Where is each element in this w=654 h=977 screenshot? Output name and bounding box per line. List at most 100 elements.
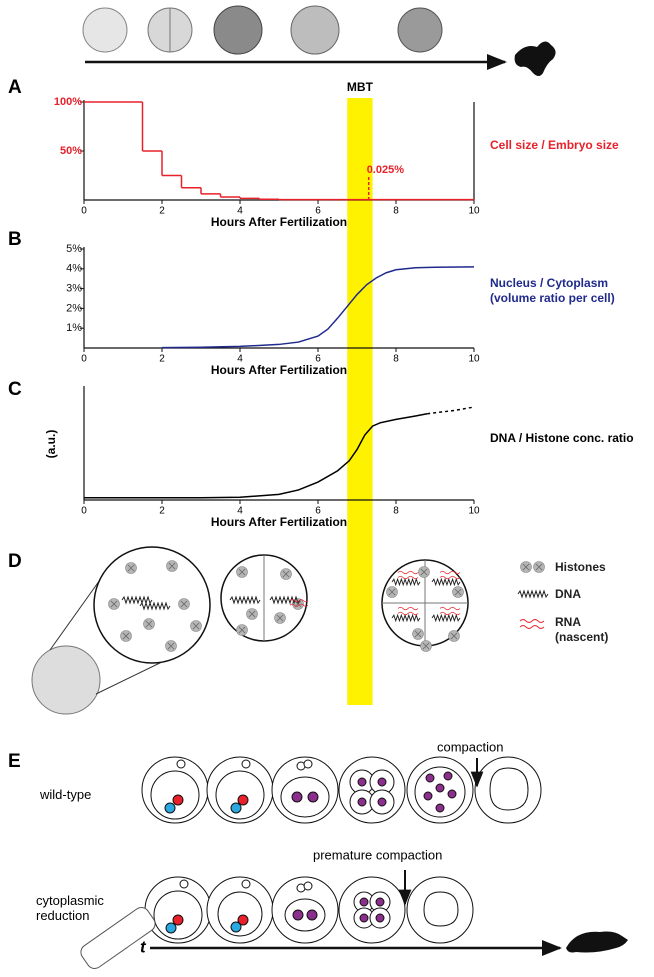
- x-tick-label: 6: [315, 206, 321, 217]
- shape: [359, 897, 369, 907]
- shape: [533, 561, 545, 573]
- shape: [338, 756, 406, 824]
- panel-label: B: [8, 229, 22, 250]
- series-label: Cell size / Embryo size: [490, 138, 619, 152]
- shape: [164, 802, 176, 814]
- x-tick-label: 2: [159, 506, 165, 517]
- zoom-line: [95, 659, 167, 695]
- panel-label: A: [8, 77, 22, 98]
- shape: [292, 909, 304, 921]
- legend-label: DNA: [555, 587, 581, 601]
- shape: [517, 590, 549, 598]
- shape: [217, 891, 263, 937]
- shape: [274, 612, 286, 624]
- shape: [291, 791, 303, 803]
- shape: [284, 898, 326, 932]
- y-tick-label: 3%: [66, 283, 82, 295]
- x-tick-label: 10: [468, 506, 480, 517]
- row-label: wild-type: [40, 787, 92, 802]
- shape: [357, 777, 367, 787]
- mbt-label: MBT: [347, 80, 374, 94]
- x-axis-label: Hours After Fertilization: [211, 215, 347, 229]
- shape: [150, 770, 200, 820]
- x-tick-label: 2: [159, 354, 165, 365]
- shape: [375, 913, 385, 923]
- embryo-image: [213, 5, 263, 55]
- shape: [359, 913, 369, 923]
- annotation-label: 0.025%: [367, 164, 405, 176]
- y-tick-label: 100%: [54, 96, 82, 108]
- shape: [377, 777, 387, 787]
- shape: [236, 566, 248, 578]
- shape: [447, 789, 457, 799]
- series-label: DNA / Histone conc. ratio: [490, 431, 634, 445]
- line-series: [161, 266, 475, 349]
- shape: [375, 897, 385, 907]
- shape: [237, 914, 249, 926]
- shape: [377, 797, 387, 807]
- legend-label: Histones: [555, 560, 606, 574]
- y-tick-label: 4%: [66, 263, 82, 275]
- shape: [306, 909, 318, 921]
- panel-label: C: [8, 379, 22, 400]
- shape: [178, 598, 190, 610]
- shape: [237, 794, 249, 806]
- shape: [435, 783, 445, 793]
- shape: [230, 921, 242, 933]
- x-tick-label: 10: [468, 206, 480, 217]
- shape: [166, 560, 178, 572]
- x-tick-label: 4: [237, 506, 243, 517]
- shape: [280, 776, 330, 818]
- x-tick-label: 2: [159, 206, 165, 217]
- time-label: t: [140, 937, 147, 956]
- frog-silhouette: [514, 41, 556, 76]
- arrow-label: premature compaction: [313, 847, 442, 862]
- shape: [230, 802, 242, 814]
- x-tick-label: 8: [393, 354, 399, 365]
- shape: [280, 568, 292, 580]
- shape: [519, 619, 545, 629]
- embryo-strip: [82, 5, 556, 76]
- shape: [143, 618, 155, 630]
- shape: [179, 879, 189, 889]
- embryo-image: [82, 7, 128, 53]
- x-tick-label: 8: [393, 206, 399, 217]
- shape: [165, 640, 177, 652]
- series-label: Nucleus / Cytoplasm (volume ratio per ce…: [490, 276, 615, 305]
- shape: [420, 640, 432, 652]
- x-tick-label: 4: [237, 354, 243, 365]
- shape: [452, 586, 464, 598]
- x-tick-label: 0: [81, 354, 87, 365]
- panel-label: E: [8, 751, 21, 772]
- shape: [241, 879, 251, 889]
- shape: [435, 803, 445, 813]
- shape: [165, 922, 177, 934]
- y-axis-label: (a.u.): [44, 430, 58, 459]
- shape: [125, 562, 137, 574]
- x-tick-label: 6: [315, 506, 321, 517]
- y-tick-label: 1%: [66, 322, 82, 334]
- shape: [246, 608, 258, 620]
- embryo-image: [397, 7, 443, 53]
- row-label: cytoplasmic reduction: [36, 893, 104, 923]
- shape: [423, 891, 459, 927]
- shape: [303, 881, 313, 891]
- shape: [241, 759, 251, 769]
- x-axis-label: Hours After Fertilization: [211, 515, 347, 529]
- x-tick-label: 4: [237, 206, 243, 217]
- x-tick-label: 10: [468, 354, 480, 365]
- line-series: [427, 406, 475, 415]
- shape: [520, 561, 532, 573]
- shape: [443, 771, 453, 781]
- shape: [357, 797, 367, 807]
- y-tick-label: 5%: [66, 243, 82, 255]
- shape: [338, 876, 406, 944]
- shape: [172, 794, 184, 806]
- shape: [215, 770, 265, 820]
- panel-e-diagram: [80, 756, 628, 969]
- shape: [303, 759, 313, 769]
- line-series: [84, 413, 428, 499]
- shape: [190, 620, 202, 632]
